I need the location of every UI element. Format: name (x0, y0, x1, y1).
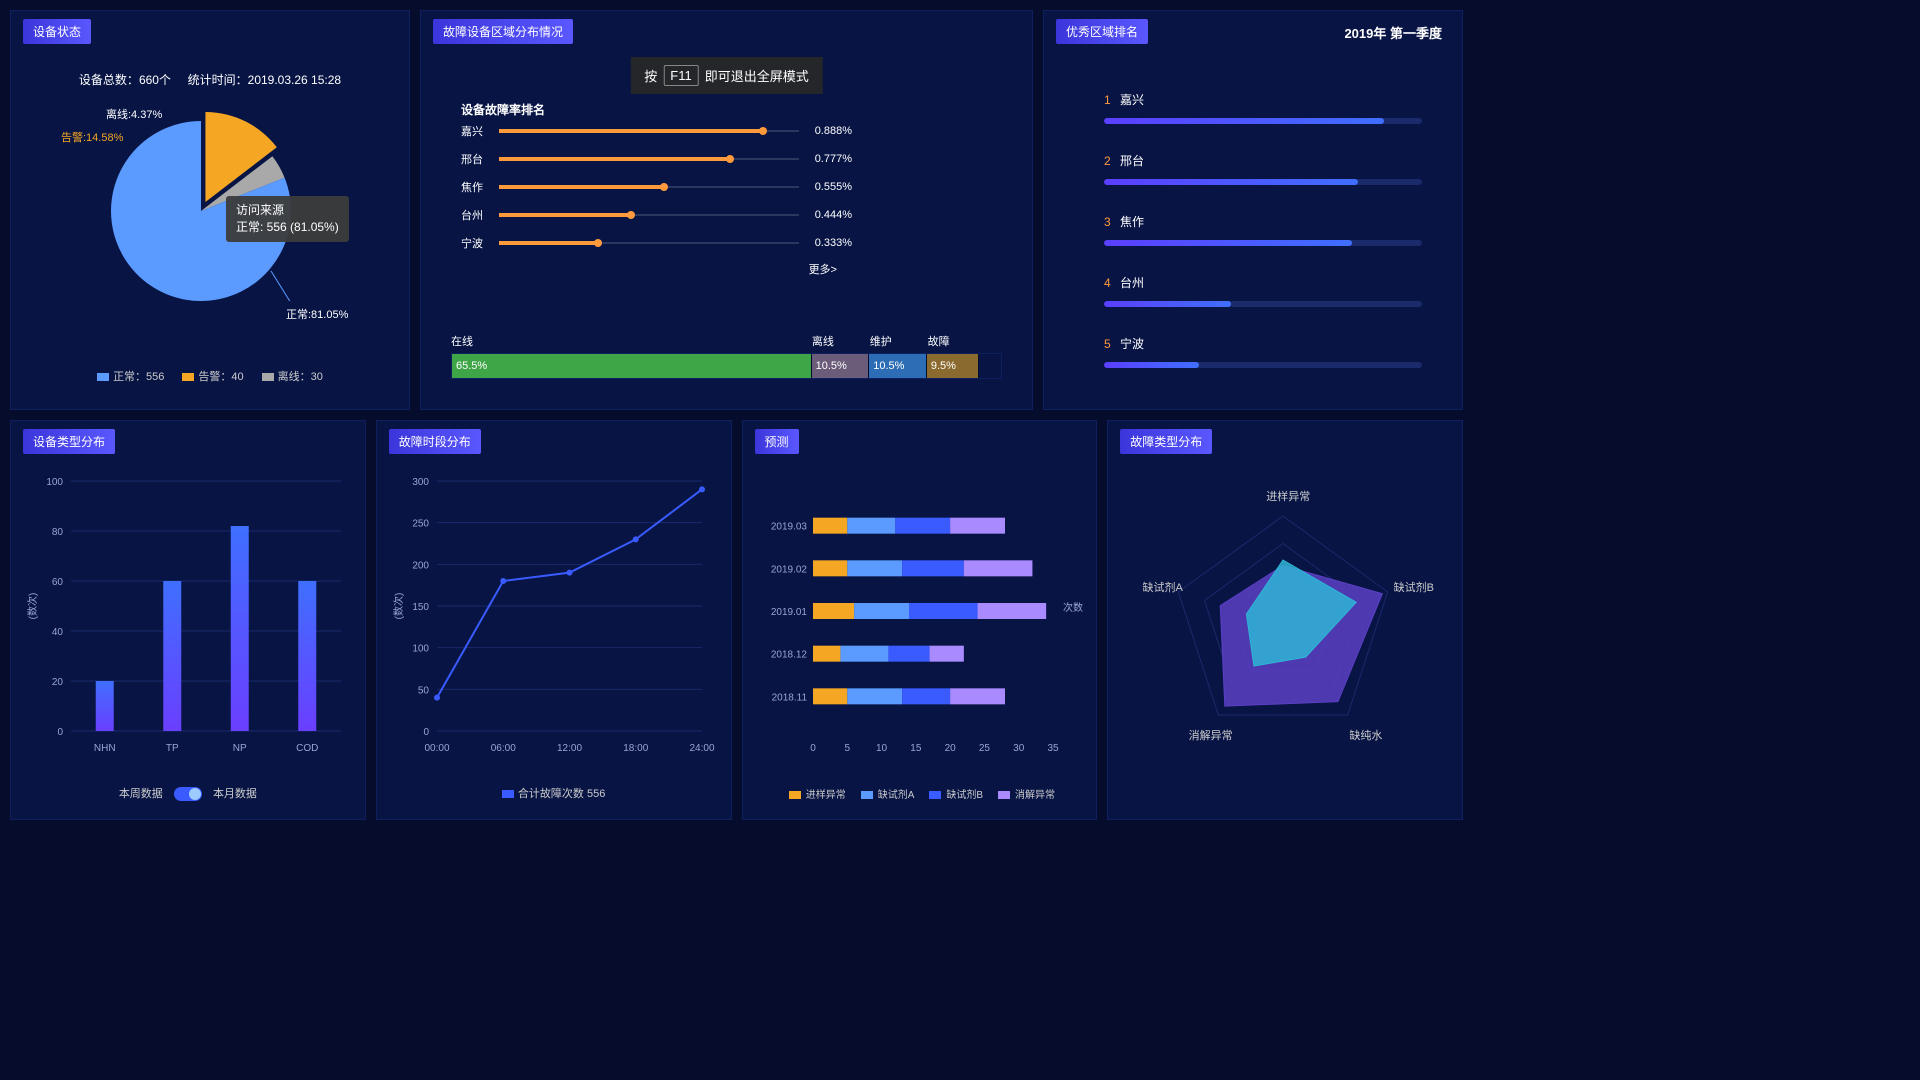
svg-text:2018.12: 2018.12 (770, 650, 807, 661)
svg-text:20: 20 (944, 743, 956, 754)
bar-chart: 0 20 40 60 80 100 (数次) NHN TP NP COD (21, 471, 351, 761)
pie-meta: 设备总数：660个 统计时间：2019.03.26 15:28 (11, 71, 409, 88)
svg-text:0: 0 (57, 727, 63, 738)
more-link[interactable]: 更多> (809, 261, 837, 277)
radar-axis-label: 进样异常 (1258, 488, 1318, 504)
svg-text:00:00: 00:00 (424, 743, 449, 754)
svg-text:2019.01: 2019.01 (770, 607, 807, 618)
svg-text:30: 30 (1013, 743, 1025, 754)
region-rank-list: 1 嘉兴 2 邢台 3 焦作 4 台州 5 宁波 (1104, 91, 1422, 396)
svg-text:0: 0 (810, 743, 816, 754)
svg-text:25: 25 (978, 743, 990, 754)
panel-title: 故障类型分布 (1120, 429, 1212, 454)
f11-key: F11 (663, 65, 698, 86)
svg-text:20: 20 (52, 677, 64, 688)
svg-text:200: 200 (412, 560, 429, 571)
status-seg: 65.5% (452, 354, 812, 378)
rank-row: 宁波0.333% (461, 235, 852, 251)
region-item: 1 嘉兴 (1104, 91, 1422, 124)
panel-fault-region: 故障设备区域分布情况 按 F11 即可退出全屏模式 设备故障率排名 嘉兴0.88… (420, 10, 1033, 410)
week-month-toggle[interactable] (174, 787, 202, 801)
svg-text:06:00: 06:00 (490, 743, 515, 754)
region-item: 4 台州 (1104, 274, 1422, 307)
radar-chart (1118, 471, 1448, 771)
svg-text:(数次): (数次) (26, 593, 39, 620)
line-legend: 合计故障次数 556 (377, 785, 731, 801)
panel-title: 设备状态 (23, 19, 91, 44)
pie-label-offline: 离线:4.37% (106, 106, 162, 122)
svg-text:2019.03: 2019.03 (770, 522, 807, 533)
panel-device-status: 设备状态 设备总数：660个 统计时间：2019.03.26 15:28 离线:… (10, 10, 410, 410)
panel-region-rank: 优秀区域排名 2019年 第一季度 1 嘉兴 2 邢台 3 焦作 4 台州 5 宁波 (1043, 10, 1463, 410)
svg-text:250: 250 (412, 519, 429, 530)
svg-text:NHN: NHN (94, 743, 116, 754)
svg-text:40: 40 (52, 627, 64, 638)
region-item: 2 邢台 (1104, 152, 1422, 185)
svg-text:18:00: 18:00 (623, 743, 648, 754)
panel-title: 预测 (755, 429, 799, 454)
fullscreen-hint: 按 F11 即可退出全屏模式 (630, 57, 822, 94)
panel-title: 设备类型分布 (23, 429, 115, 454)
svg-text:0: 0 (423, 727, 429, 738)
svg-text:2018.11: 2018.11 (771, 692, 807, 703)
pie-legend: 正常：556告警：40离线：30 (11, 368, 409, 384)
status-labels: 在线离线维护故障 (451, 333, 1002, 349)
line-chart: 0 50 100 150 200 250 300 (数次) 00:00 06:00 12:00 18:… (387, 471, 717, 761)
svg-text:NP: NP (233, 743, 247, 754)
svg-text:COD: COD (296, 743, 318, 754)
rank-row: 焦作0.555% (461, 179, 852, 195)
panel-title: 优秀区域排名 (1056, 19, 1148, 44)
fault-rank-title: 设备故障率排名 (461, 101, 545, 118)
svg-text:TP: TP (166, 743, 179, 754)
pie-tooltip: 访问来源 正常: 556 (81.05%) (226, 196, 349, 242)
radar-axis-label: 消解异常 (1181, 727, 1241, 743)
panel-device-type: 设备类型分布 0 20 40 60 80 100 (数次) NHN TP NP COD 本周数据 本… (10, 420, 366, 820)
region-item: 3 焦作 (1104, 213, 1422, 246)
status-seg: 10.5% (812, 354, 870, 378)
svg-text:150: 150 (412, 602, 429, 613)
panel-fault-time: 故障时段分布 0 50 100 150 200 250 300 (数次) 00:00 06:00 1… (376, 420, 732, 820)
region-item: 5 宁波 (1104, 335, 1422, 368)
hstack-chart: 0 5 10 15 20 25 30 35 次数 2019.03 2019.02 2019.01 201… (753, 471, 1083, 761)
panel-fault-type: 故障类型分布 进样异常缺试剂B 缺纯水 消解异常 缺试剂A (1107, 420, 1463, 820)
radar-axis-label: 缺纯水 (1336, 727, 1396, 743)
svg-text:10: 10 (876, 743, 888, 754)
panel-title: 故障时段分布 (389, 429, 481, 454)
svg-text:5: 5 (844, 743, 850, 754)
svg-text:80: 80 (52, 527, 64, 538)
radar-axis-label: 缺试剂A (1133, 579, 1193, 595)
svg-text:15: 15 (910, 743, 922, 754)
svg-text:24:00: 24:00 (689, 743, 714, 754)
status-seg: 10.5% (869, 354, 927, 378)
quarter-label: 2019年 第一季度 (1344, 23, 1442, 42)
svg-text:100: 100 (412, 644, 429, 655)
rank-row: 邢台0.777% (461, 151, 852, 167)
radar-axis-label: 缺试剂B (1384, 579, 1444, 595)
pie-label-normal: 正常:81.05% (286, 306, 348, 322)
svg-text:2019.02: 2019.02 (770, 564, 807, 575)
status-bar: 65.5%10.5%10.5%9.5% (451, 353, 1002, 379)
status-seg: 9.5% (927, 354, 979, 378)
pie-label-alarm: 告警:14.58% (61, 129, 123, 145)
rank-row: 嘉兴0.888% (461, 123, 852, 139)
svg-text:50: 50 (418, 685, 430, 696)
toggle-row: 本周数据 本月数据 (11, 785, 365, 801)
svg-text:60: 60 (52, 577, 64, 588)
svg-text:300: 300 (412, 477, 429, 488)
panel-title: 故障设备区域分布情况 (433, 19, 573, 44)
svg-text:100: 100 (46, 477, 63, 488)
svg-text:次数: 次数 (1063, 601, 1083, 614)
fault-rank-list: 嘉兴0.888% 邢台0.777% 焦作0.555% 台州0.444% 宁波0.333% (461, 123, 852, 263)
hstack-legend: 进样异常缺试剂A缺试剂B消解异常 (743, 786, 1097, 801)
svg-text:(数次): (数次) (392, 593, 405, 620)
rank-row: 台州0.444% (461, 207, 852, 223)
svg-text:35: 35 (1047, 743, 1059, 754)
panel-forecast: 预测 0 5 10 15 20 25 30 35 次数 2019.03 2019.02 2019.01… (742, 420, 1098, 820)
svg-text:12:00: 12:00 (557, 743, 582, 754)
